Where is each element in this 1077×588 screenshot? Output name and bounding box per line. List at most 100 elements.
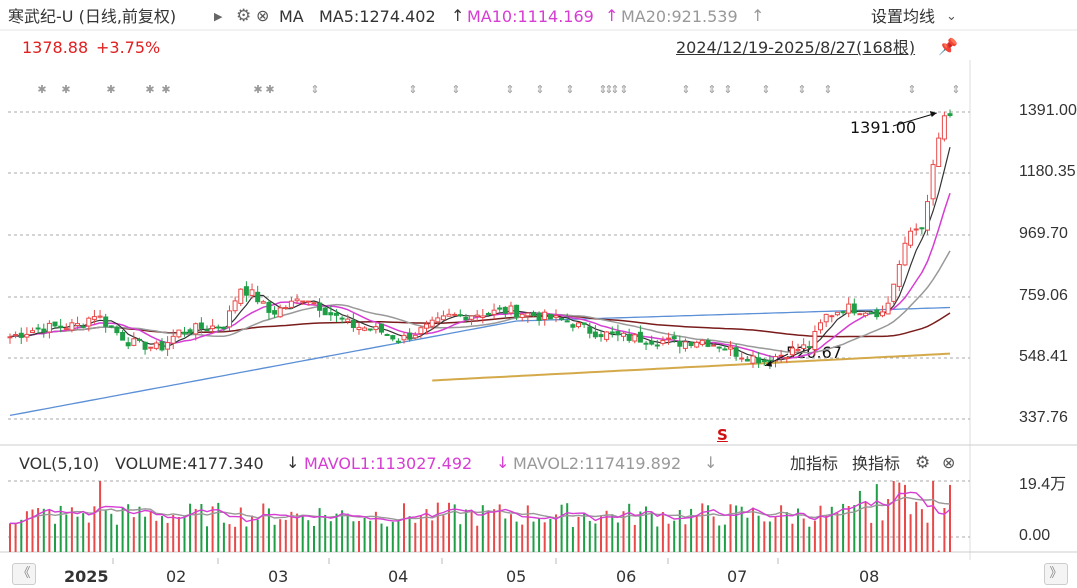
candle-body [474, 314, 480, 317]
volume-bar [448, 502, 450, 552]
volume-bar [667, 523, 670, 552]
close-icon[interactable]: ⊗ [256, 6, 270, 25]
candle-body [846, 303, 852, 314]
candle-body [210, 325, 216, 330]
settings-ma-button[interactable]: 设置均线 [871, 7, 936, 26]
volume-bar [723, 524, 726, 552]
volume-bar [780, 505, 783, 552]
volume-bar [870, 522, 873, 552]
sell-signal-marker[interactable]: S [717, 426, 728, 444]
volume-down-arrow-icon: ↓ [286, 453, 300, 472]
candle-body [356, 326, 362, 330]
candle-body [367, 328, 373, 331]
volume-bar [324, 514, 327, 552]
ma10-up-arrow-icon: ↑ [605, 6, 619, 25]
event-marker-icon: ✱ [61, 83, 70, 96]
candle-body [198, 322, 204, 329]
candle-body [660, 340, 666, 344]
event-marker-icon: ✱ [253, 83, 262, 96]
candle-body [446, 313, 452, 317]
expand-arrow-icon[interactable]: ▶ [214, 10, 223, 23]
volume-bar [37, 508, 40, 552]
y-tick: 548.41 [1019, 348, 1068, 365]
x-tick: 05 [506, 567, 527, 586]
ma5-value: MA5:1274.402 [319, 7, 436, 26]
volume-y-bottom: 0.00 [1019, 527, 1051, 544]
scroll-right-button[interactable]: 》 [1044, 563, 1068, 585]
pin-icon[interactable]: 📌 [938, 37, 958, 56]
volume-bar [222, 522, 225, 552]
volume-bar [560, 504, 563, 552]
ma10-value: MA10:1114.169 [467, 7, 594, 26]
mavol1-down-arrow-icon: ↓ [496, 453, 510, 472]
ma250-line [432, 352, 951, 382]
candle-body [255, 291, 261, 303]
candle-body [452, 313, 458, 316]
volume-bar [949, 484, 951, 552]
gear-icon[interactable]: ⚙ [236, 6, 252, 26]
volume-bar [510, 514, 512, 552]
chevron-down-icon[interactable]: ⌄ [946, 9, 957, 24]
add-indicator-button[interactable]: 加指标 [790, 454, 839, 473]
candle-body [761, 360, 767, 363]
candle-body [35, 327, 41, 330]
volume-bar [583, 513, 586, 552]
volume-indicator-title[interactable]: VOL(5,10) [19, 454, 100, 473]
event-marker-icon: ⇕ [310, 83, 319, 96]
candle-body [930, 164, 936, 200]
volume-bar [144, 516, 147, 552]
volume-bar [115, 524, 118, 552]
candle-body [508, 305, 514, 314]
candle-body [311, 302, 317, 305]
candle-body [52, 321, 58, 327]
candle-body [744, 359, 750, 362]
candle-body [373, 326, 379, 331]
candle-body [350, 319, 356, 328]
price-change: +3.75% [96, 38, 161, 57]
candle-body [469, 315, 475, 320]
volume-bar [20, 519, 23, 552]
volume-bar [864, 501, 867, 552]
volume-bar [318, 508, 321, 552]
volume-bar [211, 506, 214, 552]
candle-body [941, 115, 947, 140]
switch-indicator-button[interactable]: 换指标 [852, 454, 901, 473]
candle-body [412, 334, 418, 339]
volume-bar [267, 508, 270, 552]
volume-bar [538, 518, 541, 552]
scroll-left-button[interactable]: 《 [12, 563, 36, 585]
candle-body [857, 313, 863, 316]
volume-bar [346, 513, 349, 552]
candle-body [215, 326, 221, 329]
candle-body [283, 307, 289, 309]
volume-value: VOLUME:4177.340 [115, 454, 264, 473]
volume-bar [678, 510, 681, 552]
volume-bar [279, 519, 282, 552]
candle-body [834, 311, 840, 316]
gear-icon[interactable]: ⚙ [915, 453, 931, 473]
volume-bar [712, 516, 715, 552]
stock-title[interactable]: 寒武纪-U (日线,前复权) [8, 7, 177, 26]
close-icon[interactable]: ⊗ [942, 453, 956, 472]
low-arrow-head [765, 360, 772, 367]
candle-body [880, 311, 885, 317]
candle-body [131, 338, 137, 346]
volume-y-top: 19.4万 [1019, 476, 1067, 493]
candle-body [86, 317, 92, 327]
indicator-name: MA [279, 7, 304, 26]
event-marker-icon: ⇕ [797, 83, 806, 96]
volume-bar [93, 506, 96, 552]
candle-body [559, 318, 565, 321]
candle-body [339, 317, 345, 320]
candle-body [823, 313, 829, 323]
candle-body [114, 326, 120, 334]
x-tick: 2025 [64, 567, 109, 586]
candle-body [728, 346, 733, 350]
candle-body [80, 325, 86, 328]
candle-body [120, 332, 126, 341]
y-tick: 969.70 [1019, 225, 1068, 242]
volume-bar [690, 508, 693, 552]
volume-bar [436, 502, 439, 552]
volume-bar [363, 517, 366, 552]
